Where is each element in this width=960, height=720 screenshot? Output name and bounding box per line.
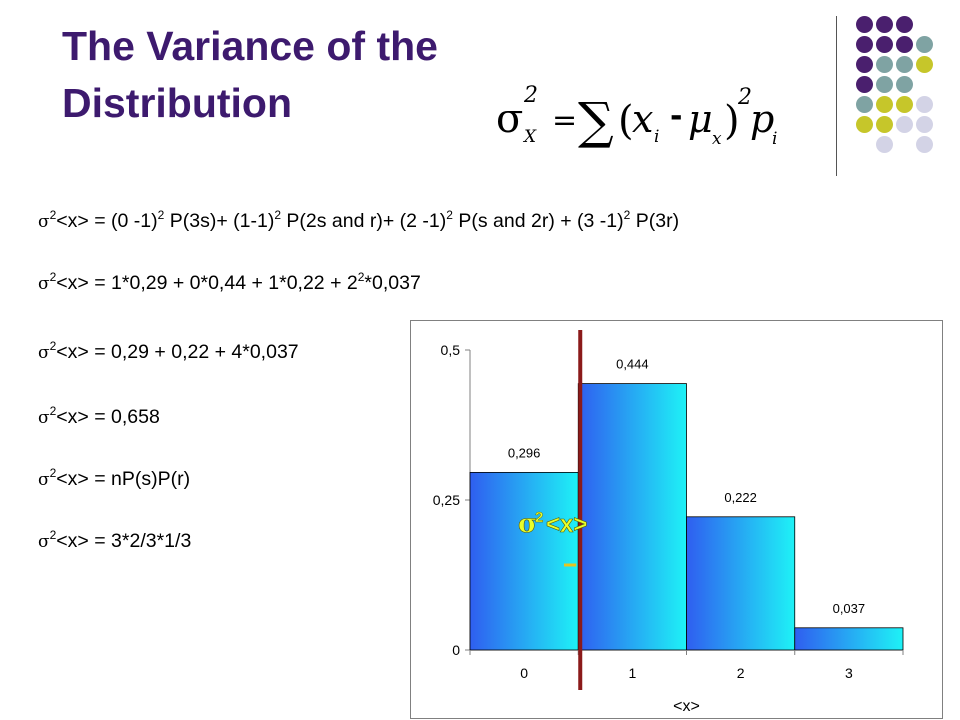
formula-open-paren: ( — [618, 98, 634, 144]
exponent: 2 — [446, 208, 453, 222]
equation-text: <x> = nP(s)P(r) — [56, 468, 191, 490]
equation-line: σ2<x> = 1*0,29 + 0*0,44 + 1*0,22 + 22*0,… — [38, 270, 421, 295]
bar — [577, 383, 687, 651]
exponent: 2 — [49, 339, 57, 353]
decor-dot — [876, 136, 893, 153]
formula-mu: μ — [688, 97, 713, 141]
x-axis-label: <x> — [673, 698, 700, 715]
sigma-symbol: σ — [38, 408, 50, 428]
decor-dot — [916, 96, 933, 113]
decor-dot — [896, 96, 913, 113]
decor-dot — [896, 36, 913, 53]
x-tick-label: 0 — [520, 665, 528, 681]
equation-line: σ2<x> = 0,29 + 0,22 + 4*0,037 — [38, 339, 299, 364]
equation-text: P(3s)+ (1-1) — [164, 210, 275, 232]
decor-dot — [856, 96, 873, 113]
x-tick-label: 3 — [845, 665, 853, 681]
y-tick-label: 0 — [452, 642, 460, 658]
data-label: 0,222 — [724, 490, 757, 505]
decor-dot — [896, 76, 913, 93]
decor-dot — [896, 16, 913, 33]
formula-sigma: σ — [496, 96, 523, 142]
formula-x: x — [632, 97, 653, 141]
annotation-exponent: 2 — [535, 509, 543, 526]
exponent: 2 — [49, 528, 57, 542]
exponent: 2 — [49, 270, 57, 284]
formula-sigma-exp: 2 — [523, 83, 538, 108]
decor-dot — [856, 76, 873, 93]
equation-text: <x> = (0 -1) — [56, 210, 158, 232]
decor-dot — [856, 116, 873, 133]
equation-text: <x> = 0,29 + 0,22 + 4*0,037 — [56, 341, 299, 363]
data-label: 0,037 — [833, 601, 866, 616]
formula-sigma-sub: X — [522, 127, 537, 147]
decor-divider — [836, 16, 837, 176]
exponent: 2 — [49, 208, 57, 222]
exponent: 2 — [157, 208, 165, 222]
equation-text: <x> = 0,658 — [56, 406, 160, 428]
exponent: 2 — [623, 208, 631, 222]
formula-minus: - — [670, 99, 682, 134]
formula-sum: ∑ — [578, 92, 614, 150]
sigma-symbol: σ — [38, 274, 50, 294]
equation-line: σ2<x> = (0 -1)2 P(3s)+ (1-1)2 P(2s and r… — [38, 208, 680, 233]
equation-line: σ2<x> = 3*2/3*1/3 — [38, 528, 192, 553]
equation-text: *0,037 — [364, 272, 421, 294]
exponent: 2 — [49, 404, 57, 418]
formula-close-paren: ) — [724, 98, 740, 144]
slide-title: The Variance of the Distribution — [62, 18, 522, 132]
decor-dot — [876, 76, 893, 93]
variance-formula: σ 2 X = ∑ ( x i - μ x ) 2 p i — [496, 83, 777, 150]
decor-dot — [856, 16, 873, 33]
y-tick-label: 0,25 — [433, 492, 460, 508]
y-tick-label: 0,5 — [441, 342, 461, 358]
bar — [686, 516, 796, 651]
annotation-text: <x> — [546, 511, 587, 538]
equation-text: <x> = 3*2/3*1/3 — [56, 530, 192, 552]
formula-x-sub: i — [654, 127, 659, 147]
formula-paren-exp: 2 — [737, 85, 752, 110]
equation-line: σ2<x> = 0,658 — [38, 404, 160, 429]
decor-dot — [916, 36, 933, 53]
sigma-symbol: σ — [38, 343, 50, 363]
decor-dot — [916, 116, 933, 133]
x-tick-label: 1 — [628, 665, 636, 681]
decor-dot — [856, 36, 873, 53]
decor-dot — [876, 36, 893, 53]
equation-text: P(s and 2r) + (3 -1) — [452, 210, 624, 232]
title-line-1: The Variance of the — [62, 23, 438, 69]
formula-p-sub: i — [772, 129, 777, 149]
decor-dot — [876, 96, 893, 113]
decor-dot — [876, 116, 893, 133]
formula-mu-sub: x — [712, 129, 722, 149]
decor-dot — [896, 56, 913, 73]
x-axis-label-bg — [665, 692, 708, 716]
equation-text: P(2s and r)+ (2 -1) — [281, 210, 447, 232]
decor-dot — [916, 136, 933, 153]
data-label: 0,296 — [508, 445, 541, 460]
formula-equals: = — [552, 103, 577, 138]
sigma-symbol: σ — [38, 532, 50, 552]
bar — [469, 471, 579, 651]
annotation-sigma: σ — [518, 509, 537, 539]
decor-dot — [856, 56, 873, 73]
x-tick-label: 2 — [737, 665, 745, 681]
title-line-2: Distribution — [62, 80, 293, 126]
equation-text: <x> = 1*0,29 + 0*0,44 + 1*0,22 + 2 — [56, 272, 358, 294]
data-label: 0,444 — [616, 357, 649, 372]
sigma-symbol: σ — [38, 212, 50, 232]
equation-text: P(3r) — [630, 210, 680, 232]
decor-dot — [876, 56, 893, 73]
decor-dot — [896, 116, 913, 133]
bar — [794, 627, 904, 651]
sigma-symbol: σ — [38, 470, 50, 490]
formula-p: p — [750, 97, 774, 141]
equation-line: σ2<x> = nP(s)P(r) — [38, 466, 191, 491]
exponent: 2 — [357, 270, 365, 284]
decor-dot — [876, 16, 893, 33]
exponent: 2 — [274, 208, 281, 222]
decor-dot — [916, 56, 933, 73]
exponent: 2 — [49, 466, 57, 480]
